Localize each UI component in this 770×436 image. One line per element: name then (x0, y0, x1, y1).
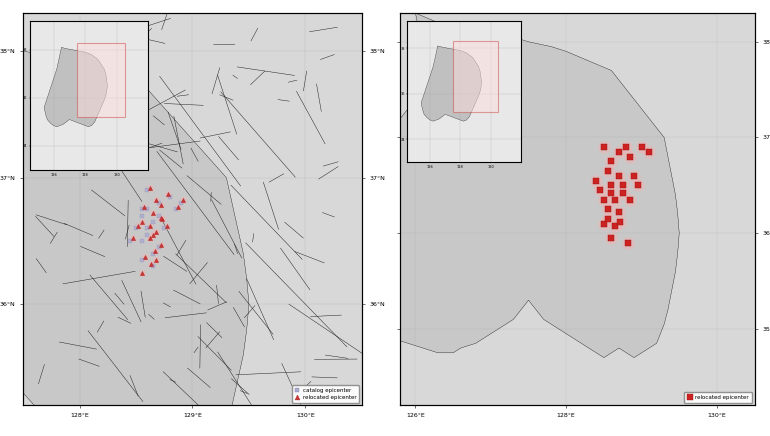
Legend: relocated epicenter: relocated epicenter (685, 392, 752, 403)
Polygon shape (0, 13, 249, 436)
Polygon shape (317, 13, 679, 358)
Legend: catalog epicenter, relocated epicenter: catalog epicenter, relocated epicenter (292, 385, 359, 403)
